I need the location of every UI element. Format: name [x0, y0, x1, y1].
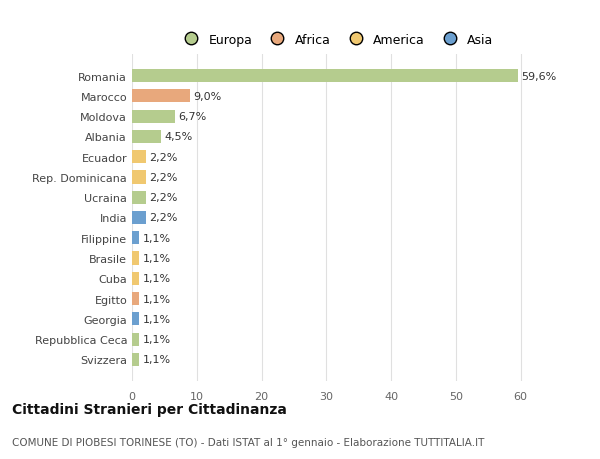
Text: 1,1%: 1,1% [142, 253, 170, 263]
Text: 2,2%: 2,2% [149, 152, 178, 162]
Text: 9,0%: 9,0% [194, 92, 222, 102]
Bar [132, 90, 190, 103]
Text: 2,2%: 2,2% [149, 193, 178, 203]
Legend: Europa, Africa, America, Asia: Europa, Africa, America, Asia [173, 29, 499, 52]
Text: 59,6%: 59,6% [521, 72, 556, 81]
Text: 1,1%: 1,1% [142, 294, 170, 304]
Bar [132, 171, 146, 184]
Text: 2,2%: 2,2% [149, 213, 178, 223]
Bar [132, 130, 161, 144]
Bar [132, 191, 146, 204]
Bar [132, 313, 139, 326]
Text: 1,1%: 1,1% [142, 314, 170, 324]
Text: 4,5%: 4,5% [164, 132, 193, 142]
Text: Cittadini Stranieri per Cittadinanza: Cittadini Stranieri per Cittadinanza [12, 402, 287, 416]
Bar [132, 252, 139, 265]
Text: 1,1%: 1,1% [142, 274, 170, 284]
Bar [132, 272, 139, 285]
Bar [132, 110, 175, 123]
Text: 1,1%: 1,1% [142, 233, 170, 243]
Bar [132, 70, 518, 83]
Bar [132, 333, 139, 346]
Bar [132, 151, 146, 164]
Text: 6,7%: 6,7% [179, 112, 207, 122]
Bar [132, 232, 139, 245]
Text: COMUNE DI PIOBESI TORINESE (TO) - Dati ISTAT al 1° gennaio - Elaborazione TUTTIT: COMUNE DI PIOBESI TORINESE (TO) - Dati I… [12, 437, 484, 447]
Text: 1,1%: 1,1% [142, 334, 170, 344]
Text: 2,2%: 2,2% [149, 173, 178, 183]
Bar [132, 292, 139, 306]
Bar [132, 212, 146, 224]
Text: 1,1%: 1,1% [142, 355, 170, 364]
Bar [132, 353, 139, 366]
